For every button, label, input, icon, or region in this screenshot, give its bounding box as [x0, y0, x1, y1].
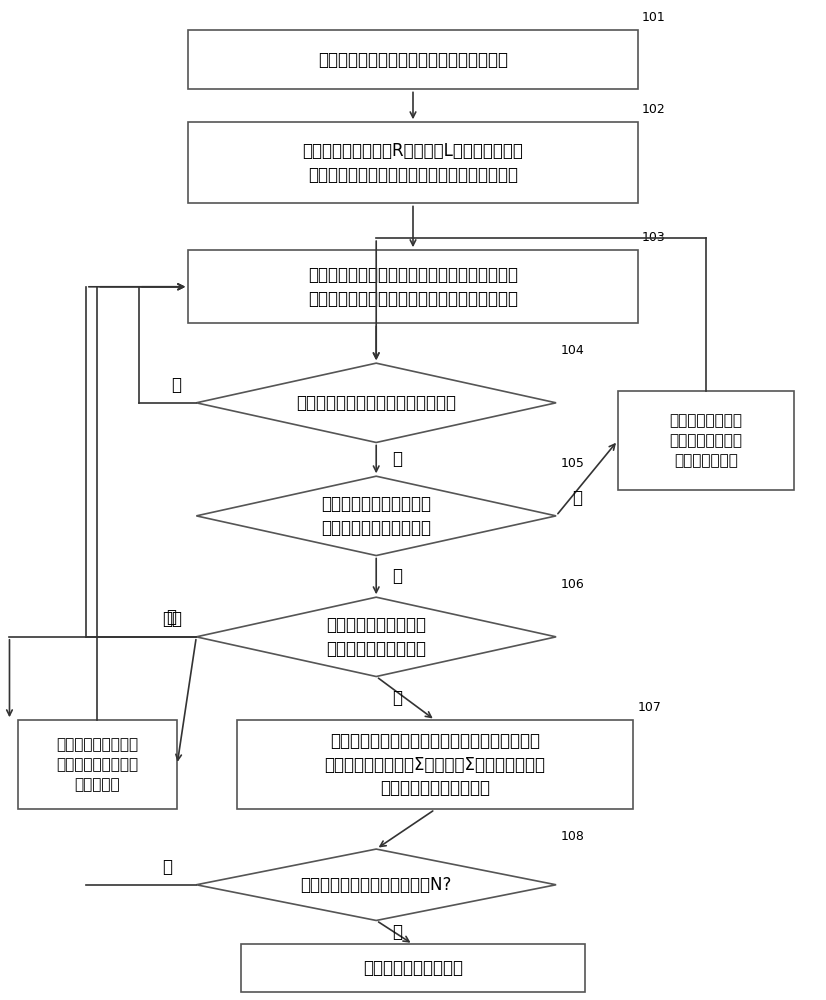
Polygon shape	[197, 597, 556, 677]
Text: 102: 102	[642, 103, 666, 116]
Text: 当前迭代次数是最大迭代次数N?: 当前迭代次数是最大迭代次数N?	[301, 876, 452, 894]
Polygon shape	[197, 849, 556, 920]
Text: 108: 108	[560, 830, 584, 843]
Text: 初始化既有线路的半径并确定最大迭代次数: 初始化既有线路的半径并确定最大迭代次数	[318, 51, 508, 69]
Text: 否: 否	[171, 376, 181, 394]
Text: 107: 107	[638, 701, 662, 714]
Text: 104: 104	[560, 344, 584, 357]
Text: 106: 106	[560, 578, 584, 591]
Polygon shape	[197, 476, 556, 556]
Polygon shape	[197, 363, 556, 442]
FancyBboxPatch shape	[237, 720, 634, 809]
FancyBboxPatch shape	[188, 122, 638, 203]
Text: 是: 是	[392, 689, 402, 707]
Text: 是: 是	[392, 450, 402, 468]
Text: 是: 是	[392, 567, 402, 585]
Text: 是: 是	[392, 923, 402, 941]
FancyBboxPatch shape	[17, 720, 177, 809]
Text: 105: 105	[560, 457, 584, 470]
FancyBboxPatch shape	[618, 391, 794, 490]
Text: 对于种群内剩余的每一条曲线，计算各个测点的
拨距量的绝对值之和Σ；以最小Σ为目标函数，选
取新一代种群的最优曲线: 对于种群内剩余的每一条曲线，计算各个测点的 拨距量的绝对值之和Σ；以最小Σ为目标…	[325, 732, 546, 797]
Text: 否: 否	[171, 610, 181, 628]
Text: 将下一个测点作为
当前测点，计算当
前测点的拨距量: 将下一个测点作为 当前测点，计算当 前测点的拨距量	[669, 413, 743, 468]
Text: 否: 否	[162, 858, 172, 876]
Text: 根据所述初始化半径R初和缓长L，在所述既有线
路的预设第三范围内构造遗传算法的初始化种群: 根据所述初始化半径R初和缓长L，在所述既有线 路的预设第三范围内构造遗传算法的初…	[302, 142, 524, 184]
Text: 103: 103	[642, 231, 666, 244]
Text: 101: 101	[642, 11, 666, 24]
Text: 当前曲线是否为种群中
最后一个未计算的曲线: 当前曲线是否为种群中 最后一个未计算的曲线	[326, 616, 426, 658]
FancyBboxPatch shape	[188, 30, 638, 89]
Text: 将所选取的最优曲线
与上一代种群合并作
为当前种群: 将所选取的最优曲线 与上一代种群合并作 为当前种群	[56, 737, 139, 792]
Text: 从当前种群中选取一条未计算过的曲线作为当前
曲线，逐个计算当前曲线中的各个测点的拨距量: 从当前种群中选取一条未计算过的曲线作为当前 曲线，逐个计算当前曲线中的各个测点的…	[308, 266, 518, 308]
Text: 否: 否	[162, 610, 172, 628]
Text: 当前测点是否为当前曲线
中最后一个未计算的测点: 当前测点是否为当前曲线 中最后一个未计算的测点	[321, 495, 431, 537]
FancyBboxPatch shape	[188, 250, 638, 323]
Text: 否: 否	[166, 608, 176, 626]
Text: 输出所选取的最优曲线: 输出所选取的最优曲线	[363, 959, 463, 977]
Text: 否: 否	[572, 489, 582, 507]
Text: 当前测点的拨距量是否满足迭代条件: 当前测点的拨距量是否满足迭代条件	[297, 394, 456, 412]
FancyBboxPatch shape	[241, 944, 585, 992]
